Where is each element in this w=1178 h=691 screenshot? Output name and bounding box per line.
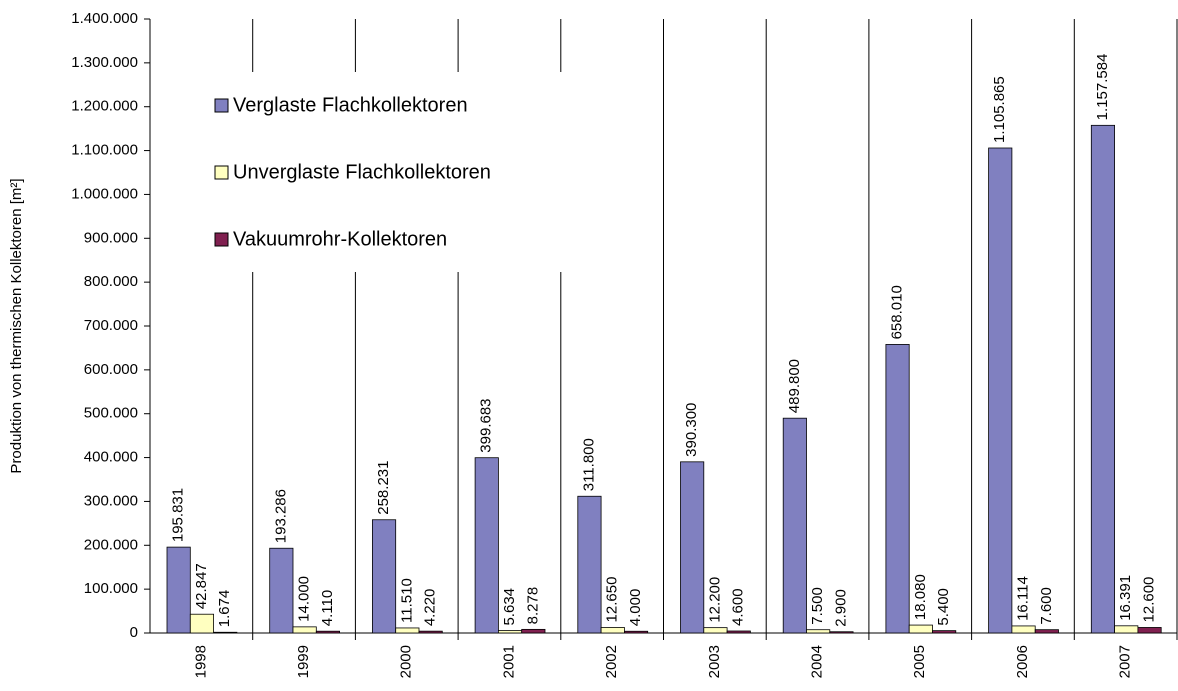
bar — [1090, 124, 1116, 634]
bar — [474, 457, 499, 634]
data-label: 658.010 — [889, 285, 906, 339]
x-tick-label: 1998 — [192, 645, 209, 678]
bar — [418, 630, 443, 634]
data-label: 390.300 — [683, 403, 700, 457]
bar — [988, 147, 1013, 634]
data-label: 14.000 — [296, 576, 313, 622]
y-tick-label: 900.000 — [84, 229, 138, 246]
data-label: 4.220 — [422, 589, 439, 627]
y-tick-label: 100.000 — [84, 580, 138, 597]
data-label: 489.800 — [786, 359, 803, 413]
bar — [885, 344, 910, 634]
data-label: 4.600 — [730, 588, 747, 626]
x-tick-label: 2006 — [1014, 645, 1031, 678]
data-label: 2.900 — [832, 589, 849, 627]
bar — [371, 519, 397, 634]
y-tick-label: 800.000 — [84, 273, 138, 290]
data-label: 16.391 — [1117, 575, 1134, 621]
bar — [269, 547, 294, 634]
data-label: 1.157.584 — [1094, 54, 1111, 121]
y-tick-label: 700.000 — [84, 317, 138, 334]
bar — [703, 627, 728, 634]
y-tick-label: 1.100.000 — [71, 142, 138, 159]
bar — [908, 624, 933, 634]
data-label: 12.650 — [604, 577, 621, 623]
data-label: 311.800 — [580, 438, 597, 491]
data-label: 7.500 — [809, 587, 826, 625]
data-label: 1.674 — [216, 590, 233, 628]
bar — [166, 546, 191, 634]
bar — [521, 628, 546, 634]
bar — [600, 627, 625, 634]
y-axis-label: Produktion von thermischen Kollektoren [… — [8, 178, 25, 473]
x-tick-label: 2003 — [706, 645, 723, 678]
y-tick-label: 600.000 — [84, 361, 138, 378]
data-label: 16.114 — [1015, 576, 1032, 621]
data-label: 8.278 — [524, 587, 541, 625]
data-label: 4.000 — [627, 589, 644, 627]
bar — [213, 631, 238, 634]
bar — [292, 626, 317, 634]
data-label: 12.200 — [706, 577, 723, 623]
bar — [680, 461, 705, 634]
bar — [577, 495, 602, 634]
y-tick-label: 300.000 — [84, 492, 138, 509]
bar — [829, 631, 854, 634]
bar — [497, 630, 523, 634]
data-label: 7.600 — [1038, 587, 1055, 625]
x-tick-label: 2001 — [500, 645, 517, 678]
legend-swatch — [214, 232, 229, 247]
bar — [1011, 625, 1036, 634]
data-label: 42.847 — [193, 563, 210, 609]
y-tick-label: 1.400.000 — [71, 10, 138, 27]
bar — [315, 630, 340, 634]
legend-label: Unverglaste Flachkollektoren — [233, 161, 491, 183]
x-tick-label: 1999 — [295, 645, 312, 678]
bar — [1114, 625, 1139, 634]
y-tick-label: 1.000.000 — [71, 185, 138, 202]
data-label: 12.600 — [1141, 577, 1158, 623]
data-label: 399.683 — [478, 398, 495, 452]
legend-label: Verglaste Flachkollektoren — [233, 94, 468, 116]
data-label: 4.110 — [319, 590, 336, 626]
legend-swatch — [214, 165, 229, 180]
bar — [782, 417, 807, 634]
y-tick-label: 500.000 — [84, 405, 138, 422]
legend-box — [205, 72, 565, 272]
bar — [395, 627, 420, 634]
bar — [1137, 627, 1162, 634]
legend-swatch — [214, 98, 229, 113]
y-tick-label: 1.300.000 — [71, 54, 138, 71]
x-tick-label: 2000 — [398, 645, 415, 678]
data-label: 258.231 — [375, 461, 392, 515]
bar — [1034, 629, 1059, 634]
y-tick-label: 400.000 — [84, 449, 138, 466]
data-label: 5.400 — [935, 588, 952, 626]
x-tick-label: 2005 — [911, 645, 928, 678]
y-tick-label: 0 — [130, 624, 138, 641]
data-label: 11.510 — [398, 578, 415, 623]
data-label: 195.831 — [170, 488, 187, 542]
x-tick-label: 2007 — [1117, 645, 1134, 678]
y-tick-label: 200.000 — [84, 536, 138, 553]
data-label: 193.286 — [272, 489, 289, 543]
bar — [189, 613, 215, 634]
x-tick-label: 2002 — [603, 645, 620, 678]
y-tick-label: 1.200.000 — [71, 98, 138, 115]
x-tick-label: 2004 — [809, 645, 826, 678]
data-label: 18.080 — [912, 574, 929, 620]
bar — [726, 630, 751, 634]
bar — [932, 630, 957, 634]
legend-label: Vakuumrohr-Kollektoren — [233, 228, 447, 250]
bar — [624, 630, 649, 634]
data-label: 5.634 — [501, 588, 518, 626]
data-label: 1.105.865 — [991, 76, 1008, 143]
bar — [806, 629, 831, 634]
